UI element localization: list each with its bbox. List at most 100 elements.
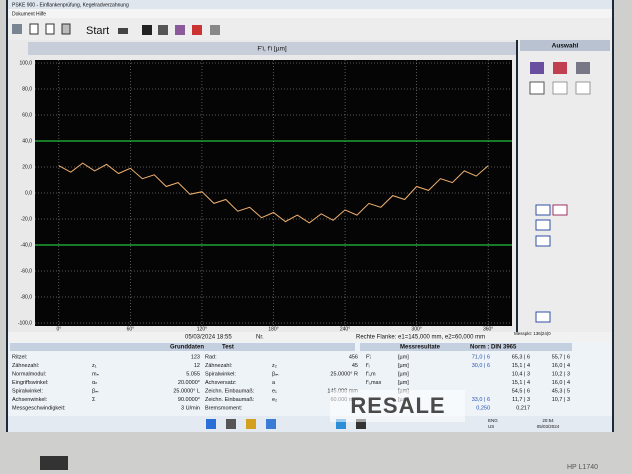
basic-data-cell: 20.0000°: [178, 380, 200, 386]
basic-data-cell: 25.0000° R: [330, 371, 358, 377]
basic-data-cell: 12: [194, 363, 200, 369]
icon[interactable]: [530, 62, 544, 74]
y-tick-label: 40,0: [22, 138, 32, 144]
icon[interactable]: [529, 81, 545, 95]
icon[interactable]: [206, 419, 216, 429]
basic-data-cell: Spiralwinkel:: [12, 388, 43, 394]
icon[interactable]: [535, 235, 551, 247]
clock-time[interactable]: 20:54: [542, 418, 554, 423]
icon[interactable]: [356, 419, 366, 429]
icon[interactable]: [158, 25, 168, 35]
start-button[interactable]: Start: [86, 25, 109, 37]
side-icons: [529, 62, 591, 323]
title-bar: [8, 0, 612, 9]
window-title: PSKE 900 - Einflankenprüfung, Kegelradve…: [12, 2, 129, 8]
basic-data-cell: 25.0000° L: [173, 388, 200, 394]
monitor-model: HP L1740: [567, 464, 598, 471]
icon[interactable]: [535, 311, 551, 323]
icon[interactable]: [142, 25, 152, 35]
basic-data-cell: Σ: [92, 397, 96, 403]
menu-bar: [8, 9, 612, 18]
chart-title: F'i, f'i [µm]: [257, 46, 287, 53]
result-cell: 16,0 | 4: [552, 363, 570, 369]
icon[interactable]: [45, 23, 55, 35]
result-cell: f'ᵢ,max: [366, 380, 382, 386]
table-header: Norm : DIN 3965: [470, 345, 517, 351]
icon[interactable]: [553, 62, 567, 74]
x-tick-label: 60°: [127, 326, 135, 332]
language[interactable]: US: [488, 424, 494, 429]
icon[interactable]: [192, 25, 202, 35]
y-tick-label: -20,0: [21, 216, 33, 222]
menu-item[interactable]: Hilfe: [36, 11, 46, 17]
icon[interactable]: [210, 25, 220, 35]
icon[interactable]: [535, 219, 551, 231]
result-cell: [µm]: [398, 380, 409, 386]
result-cell: 11,7 | 3: [512, 397, 530, 403]
x-tick-label: 180°: [268, 326, 278, 332]
x-tick-label: 0°: [56, 326, 61, 332]
icon[interactable]: [576, 62, 590, 74]
x-tick-label: 360°: [483, 326, 493, 332]
basic-data-cell: 456: [349, 354, 358, 360]
basic-data-cell: Eingriffswinkel:: [12, 380, 49, 386]
basic-data-cell: 45: [352, 363, 358, 369]
basic-data-cell: Zähnezahl:: [12, 363, 40, 369]
basic-data-cell: z₂: [272, 363, 277, 369]
icon[interactable]: [552, 204, 568, 216]
icon[interactable]: [226, 419, 236, 429]
basic-data-cell: e₂: [272, 397, 277, 403]
results-header: [360, 343, 572, 351]
icon[interactable]: [266, 419, 276, 429]
y-tick-label: 60,0: [22, 112, 32, 118]
side-panel-header: [520, 40, 610, 51]
result-cell: 30,0 | 6: [472, 363, 490, 369]
basic-data-cell: 5.055: [186, 371, 200, 377]
icon[interactable]: [535, 204, 551, 216]
basic-data-cell: αₙ: [92, 380, 98, 386]
result-cell: [µm]: [398, 371, 409, 377]
basic-data-cell: mₙ: [92, 371, 100, 377]
language[interactable]: ENG: [488, 418, 498, 423]
result-cell: 0,217: [516, 405, 530, 411]
sticker: [40, 456, 68, 470]
icon[interactable]: [118, 28, 128, 34]
icon[interactable]: [575, 81, 591, 95]
clock-date[interactable]: 05/03/2024: [537, 424, 560, 429]
date-time: 05/03/2024 18:55: [185, 335, 232, 341]
basic-data-cell: βₘ: [272, 371, 279, 377]
icon[interactable]: [12, 24, 22, 34]
icon[interactable]: [175, 25, 185, 35]
y-tick-label: -60,0: [21, 268, 33, 274]
basic-data-cell: a: [272, 380, 276, 386]
basic-data-cell: Achsversatz:: [205, 380, 237, 386]
watermark: RESALE: [350, 393, 445, 418]
y-tick-label: 0,0: [25, 190, 32, 196]
basic-data-cell: 123: [191, 354, 200, 360]
icon[interactable]: [246, 419, 256, 429]
result-cell: 45,3 | 5: [552, 388, 570, 394]
plot: [35, 60, 512, 326]
icon[interactable]: [61, 23, 71, 35]
result-cell: 10,4 | 3: [512, 371, 530, 377]
menu-item[interactable]: Dokument: [12, 11, 35, 17]
result-cell: 10,7 | 3: [552, 397, 570, 403]
chart-title-bar: [28, 42, 516, 55]
icon[interactable]: [552, 81, 568, 95]
basic-data-cell: Messgeschwindigkeit:: [12, 405, 66, 411]
table-header: Test: [222, 345, 234, 351]
result-cell: 10,2 | 3: [552, 371, 570, 377]
basic-data-cell: z₁: [92, 363, 97, 369]
y-tick-label: -100,0: [18, 320, 32, 326]
basic-data-cell: Zeichn. Einbaumaß:: [205, 397, 255, 403]
y-tick-label: 100,0: [19, 60, 32, 66]
icon[interactable]: [336, 419, 346, 429]
result-cell: 0,250: [476, 405, 490, 411]
watermark-backdrop: [330, 390, 465, 422]
result-cell: F'ᵢ: [366, 354, 371, 360]
icon[interactable]: [29, 23, 39, 35]
result-cell: 55,7 | 6: [552, 354, 570, 360]
y-tick-label: -80,0: [21, 294, 33, 300]
